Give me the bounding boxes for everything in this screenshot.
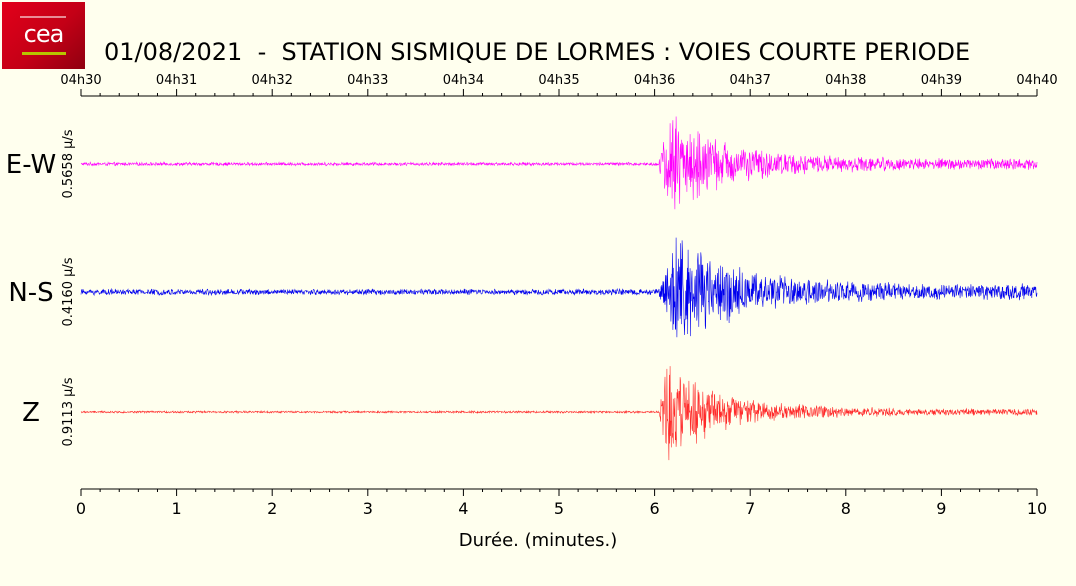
chart-title: 01/08/2021 - STATION SISMIQUE DE LORMES … xyxy=(104,38,971,66)
trace-group: Z 0.9113 µ/s xyxy=(22,366,1038,461)
time-tick-label: 04h37 xyxy=(730,73,771,88)
x-axis-label: Durée. (minutes.) xyxy=(459,530,618,551)
logo-text: cea xyxy=(23,20,65,48)
time-axis-top: 04h30 04h31 04h32 04h33 04h34 04h35 04h36 04h37… xyxy=(60,73,1058,97)
time-tick-label: 04h32 xyxy=(252,73,293,88)
time-tick-label: 04h38 xyxy=(825,73,866,88)
time-tick-label: 04h40 xyxy=(1016,73,1057,88)
time-tick-label: 04h34 xyxy=(443,73,484,88)
seismogram-trace xyxy=(80,237,1038,338)
time-tick-label: 04h30 xyxy=(60,73,101,88)
x-tick-label: 2 xyxy=(267,499,277,518)
x-tick-label: 3 xyxy=(363,499,373,518)
series-name-label: Z xyxy=(22,398,40,428)
series-name-label: E-W xyxy=(6,150,56,180)
logo-top-line xyxy=(20,16,66,18)
x-tick-label: 8 xyxy=(841,499,851,518)
time-tick-label: 04h39 xyxy=(921,73,962,88)
time-tick-label: 04h36 xyxy=(634,73,675,88)
time-tick-label: 04h35 xyxy=(538,73,579,88)
series-scale-label: 0.5658 µ/s xyxy=(61,129,76,198)
traces: E-W 0.5658 µ/s N-S 0.4160 µ/s Z 0.9113 µ/s xyxy=(6,116,1038,461)
x-tick-label: 5 xyxy=(554,499,564,518)
time-tick-label: 04h33 xyxy=(347,73,388,88)
x-tick-label: 4 xyxy=(458,499,468,518)
trace-group: N-S 0.4160 µ/s xyxy=(8,237,1038,338)
series-scale-label: 0.9113 µ/s xyxy=(61,377,76,446)
x-tick-label: 10 xyxy=(1027,499,1047,518)
series-name-label: N-S xyxy=(8,278,53,308)
x-tick-label: 1 xyxy=(172,499,182,518)
seismogram-trace xyxy=(80,116,1038,210)
minutes-axis-bottom: 0 1 2 3 4 5 6 7 8 9 10 xyxy=(76,488,1047,518)
seismogram-trace xyxy=(80,366,1038,461)
x-tick-label: 7 xyxy=(745,499,755,518)
logo-green-bar xyxy=(22,52,66,55)
cea-logo: cea xyxy=(2,2,85,69)
time-tick-label: 04h31 xyxy=(156,73,197,88)
x-tick-label: 0 xyxy=(76,499,86,518)
trace-group: E-W 0.5658 µ/s xyxy=(6,116,1038,210)
x-tick-label: 9 xyxy=(936,499,946,518)
x-tick-label: 6 xyxy=(650,499,660,518)
series-scale-label: 0.4160 µ/s xyxy=(61,257,76,326)
